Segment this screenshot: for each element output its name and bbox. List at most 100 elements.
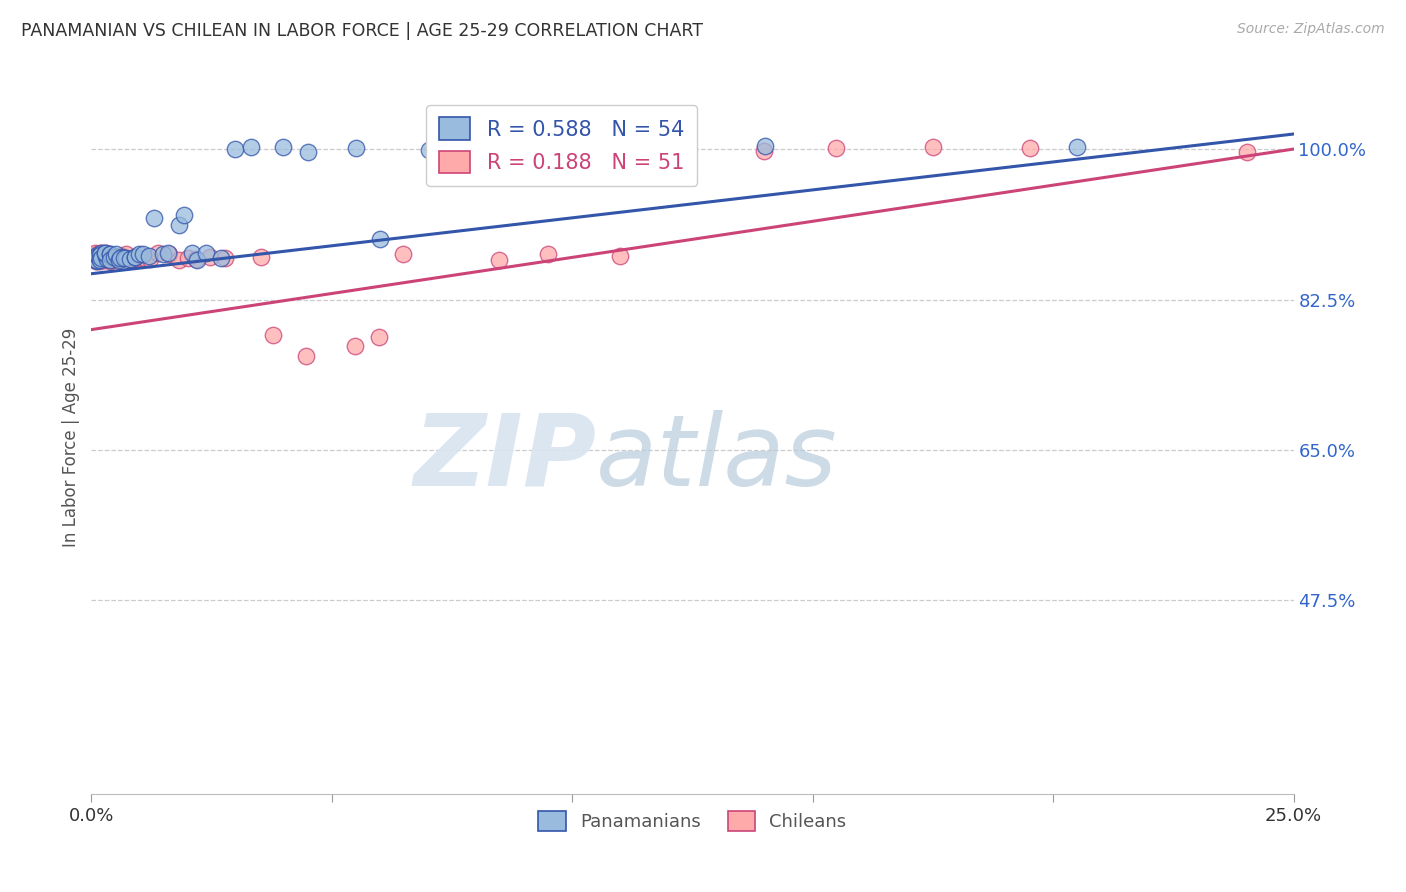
Point xyxy=(214,252,236,266)
Point xyxy=(537,247,560,261)
Point xyxy=(89,253,111,268)
Point xyxy=(180,245,202,260)
Point xyxy=(89,246,111,260)
Point xyxy=(609,140,631,154)
Point xyxy=(1066,140,1088,154)
Point xyxy=(195,246,218,260)
Point xyxy=(115,247,138,261)
Point xyxy=(108,249,131,263)
Point xyxy=(86,249,108,263)
Point xyxy=(132,247,155,261)
Point xyxy=(84,253,107,268)
Point xyxy=(118,252,141,267)
Point xyxy=(186,253,208,268)
Point xyxy=(1236,145,1258,160)
Point xyxy=(561,138,583,153)
Point xyxy=(346,141,368,155)
Point xyxy=(90,251,112,265)
Point xyxy=(273,140,295,154)
Point xyxy=(89,248,111,262)
Point xyxy=(157,246,180,260)
Point xyxy=(344,338,367,352)
Point xyxy=(138,249,160,263)
Point xyxy=(156,246,179,260)
Point xyxy=(139,252,162,266)
Point xyxy=(146,246,169,260)
Point xyxy=(98,253,121,268)
Point xyxy=(108,252,131,267)
Point xyxy=(90,245,112,260)
Point xyxy=(186,252,208,266)
Point xyxy=(103,251,125,265)
Point xyxy=(90,247,112,261)
Point xyxy=(922,140,945,154)
Point xyxy=(122,252,145,267)
Point xyxy=(537,141,560,155)
Point xyxy=(124,250,146,264)
Point xyxy=(295,350,318,364)
Point xyxy=(754,139,776,153)
Point xyxy=(86,253,108,268)
Point xyxy=(110,251,132,265)
Point xyxy=(167,252,190,267)
Point xyxy=(104,247,127,261)
Point xyxy=(297,145,319,160)
Point xyxy=(440,139,463,153)
Point xyxy=(110,249,132,263)
Point xyxy=(392,247,415,261)
Point xyxy=(124,250,146,264)
Point xyxy=(98,246,121,260)
Point xyxy=(101,250,124,264)
Point xyxy=(94,246,117,260)
Point xyxy=(825,140,848,154)
Point xyxy=(110,250,132,264)
Point xyxy=(134,251,156,265)
Point xyxy=(91,249,114,263)
Point xyxy=(84,250,107,264)
Point xyxy=(115,251,138,265)
Point xyxy=(84,253,107,268)
Point xyxy=(173,208,195,222)
Point xyxy=(103,250,125,264)
Point xyxy=(367,330,389,344)
Point xyxy=(83,252,105,266)
Point xyxy=(105,252,128,267)
Point xyxy=(128,247,150,261)
Point xyxy=(112,251,135,265)
Point xyxy=(105,251,128,265)
Point xyxy=(167,218,190,232)
Y-axis label: In Labor Force | Age 25-29: In Labor Force | Age 25-29 xyxy=(62,327,80,547)
Point xyxy=(100,253,122,268)
Point xyxy=(93,245,115,260)
Legend: Panamanians, Chileans: Panamanians, Chileans xyxy=(531,804,853,838)
Point xyxy=(224,142,246,156)
Point xyxy=(86,248,108,262)
Point xyxy=(368,232,391,246)
Point xyxy=(89,253,111,268)
Text: atlas: atlas xyxy=(596,410,838,507)
Point xyxy=(142,211,165,226)
Point xyxy=(1019,141,1042,155)
Text: ZIP: ZIP xyxy=(413,410,596,507)
Point xyxy=(96,252,118,266)
Text: Source: ZipAtlas.com: Source: ZipAtlas.com xyxy=(1237,22,1385,37)
Point xyxy=(152,247,174,261)
Point xyxy=(418,143,440,157)
Point xyxy=(489,143,512,157)
Point xyxy=(94,245,117,260)
Point xyxy=(112,252,135,266)
Point xyxy=(96,252,118,266)
Point xyxy=(120,252,142,267)
Point xyxy=(84,245,107,260)
Point xyxy=(262,327,284,342)
Point xyxy=(752,144,775,158)
Point xyxy=(86,250,108,264)
Point xyxy=(488,253,510,268)
Point xyxy=(609,249,631,263)
Point xyxy=(249,250,271,264)
Point xyxy=(100,252,122,267)
Point xyxy=(90,248,112,262)
Point xyxy=(209,252,232,266)
Point xyxy=(177,251,200,265)
Text: PANAMANIAN VS CHILEAN IN LABOR FORCE | AGE 25-29 CORRELATION CHART: PANAMANIAN VS CHILEAN IN LABOR FORCE | A… xyxy=(21,22,703,40)
